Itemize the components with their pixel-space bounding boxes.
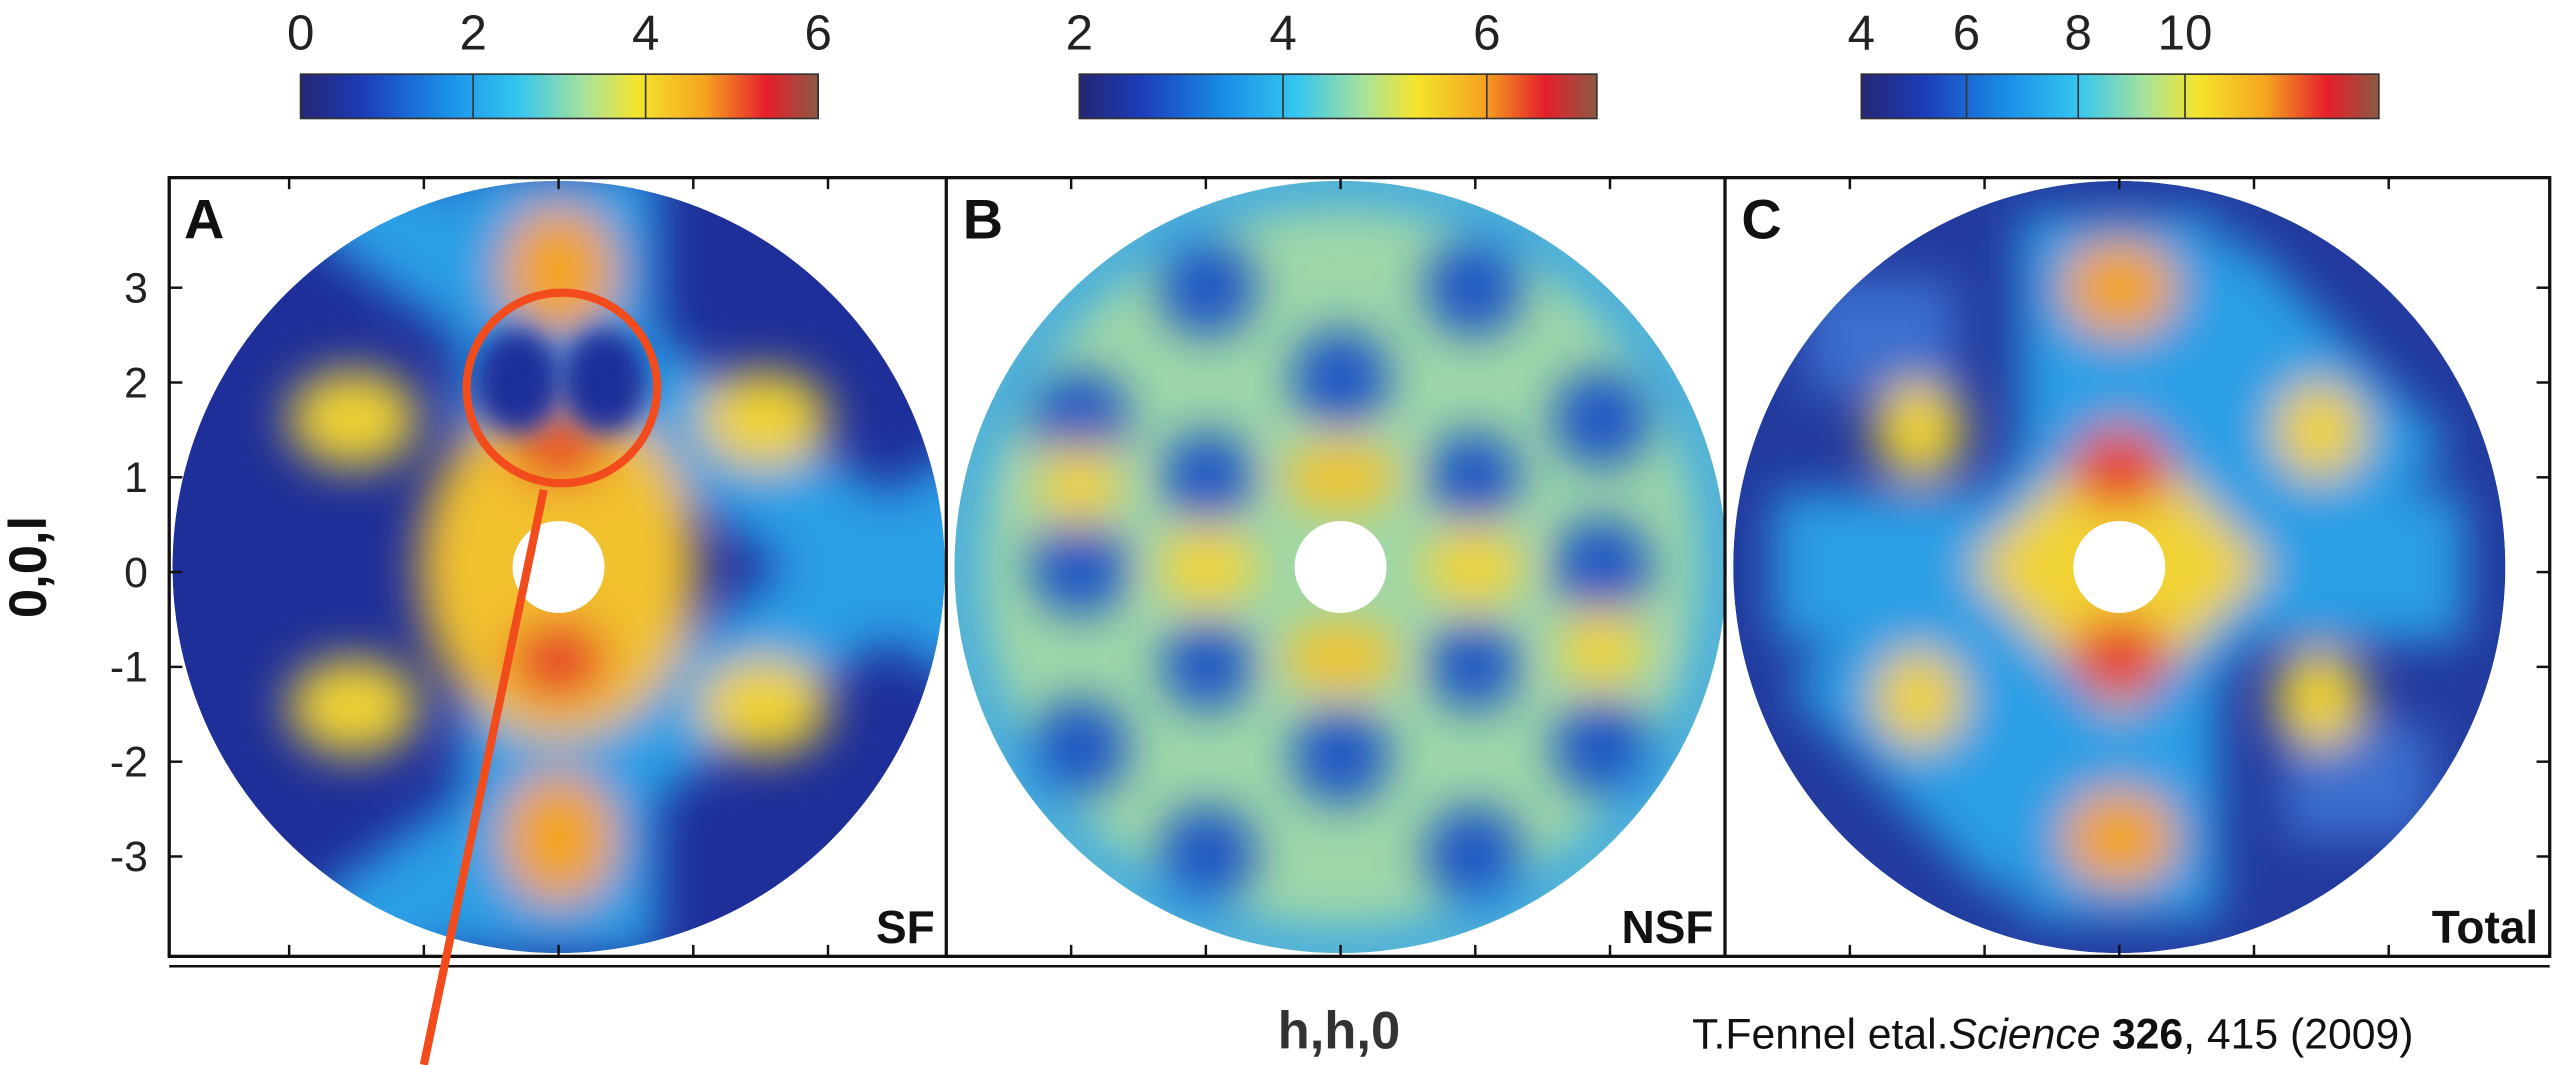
y-tick-label: -3	[110, 833, 148, 881]
colorbar-tick-label: 4	[632, 6, 659, 61]
citation-journal: Science	[1949, 1010, 2101, 1058]
colorbar	[301, 74, 819, 118]
colorbar-tick-label: 6	[804, 6, 831, 61]
panel-label: NSF	[1621, 901, 1713, 953]
figure: A B C SF NSF Total 0246246468103210-1-2-…	[0, 0, 2576, 1065]
x-axis-label: h,h,0	[1278, 1001, 1401, 1060]
panel-letter: C	[1741, 187, 1781, 250]
colorbar-tick-label: 2	[459, 6, 486, 61]
colorbars	[301, 74, 2379, 118]
y-tick-label: 0	[124, 549, 148, 597]
y-axis-label: 0,0,l	[0, 516, 58, 618]
y-tick-label: 2	[124, 359, 148, 407]
colorbar-tick-label: 4	[1848, 6, 1875, 61]
colorbar	[1861, 74, 2379, 118]
panel-letter: A	[184, 187, 224, 250]
colorbar-tick-label: 0	[287, 6, 314, 61]
y-tick-label: 3	[124, 265, 148, 313]
panel-label: Total	[2432, 901, 2538, 953]
colorbar	[1079, 74, 1597, 118]
colorbar-tick-label: 4	[1269, 6, 1296, 61]
colorbar-tick-label: 6	[1953, 6, 1980, 61]
panel-label: SF	[876, 901, 935, 953]
citation-authors: T.Fennel etal.	[1692, 1010, 1948, 1058]
colorbar-tick-label: 2	[1066, 6, 1093, 61]
citation-pages: , 415 (2009)	[2183, 1010, 2413, 1058]
y-tick-label: -1	[110, 644, 148, 692]
colorbar-tick-label: 10	[2158, 6, 2213, 61]
y-tick-label: 1	[124, 454, 148, 502]
colorbar-tick-label: 8	[2065, 6, 2092, 61]
colorbar-tick-label: 6	[1473, 6, 1500, 61]
page: {"colorbars": [ {"ticks": ["0", "2", "4"…	[0, 0, 2576, 1065]
citation-volume: 326	[2112, 1010, 2183, 1058]
y-tick-label: -2	[110, 738, 148, 786]
panel-letter: B	[963, 187, 1003, 250]
